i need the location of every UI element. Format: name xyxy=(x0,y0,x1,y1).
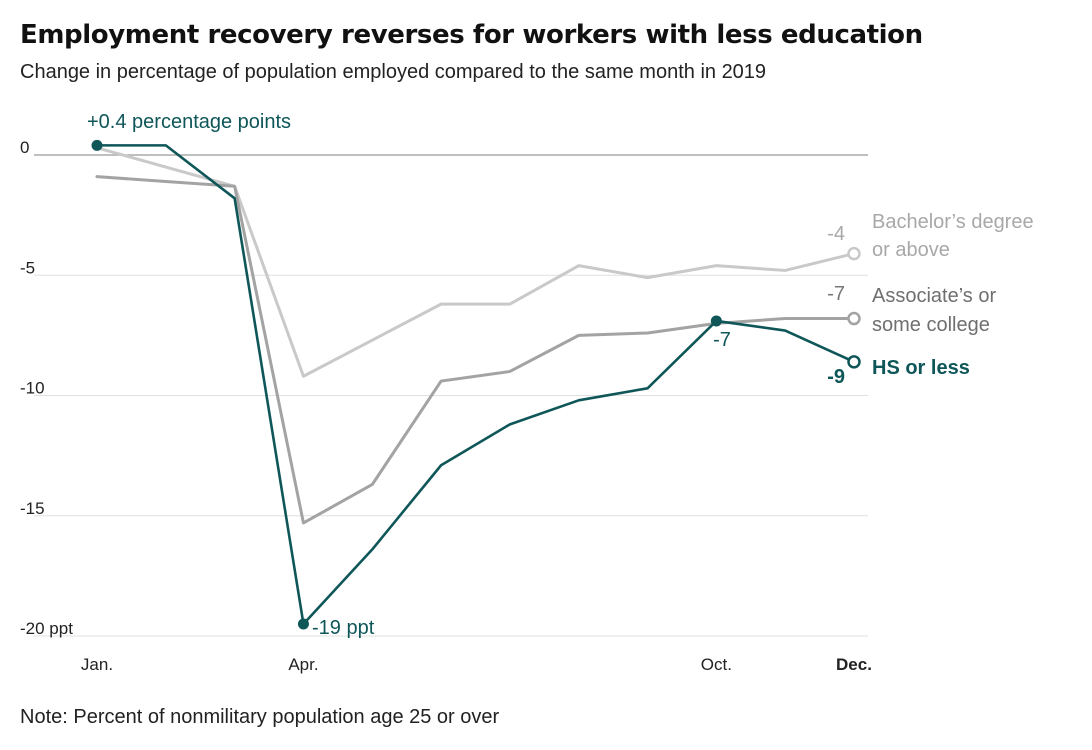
y-tick-label: -5 xyxy=(20,258,35,277)
x-tick-label: Oct. xyxy=(701,655,732,674)
end-value-label-assoc: -7 xyxy=(827,283,845,305)
annotated-point xyxy=(710,315,722,327)
annotated-point xyxy=(91,139,103,151)
annotation-label: -7 xyxy=(713,329,731,351)
end-value-label-hs: -9 xyxy=(827,366,845,388)
series-label-assoc: Associate’s or xyxy=(872,285,996,307)
y-tick-label: -20 ppt xyxy=(20,619,73,638)
chart-title: Employment recovery reverses for workers… xyxy=(20,20,923,50)
y-tick-label: -15 xyxy=(20,499,45,518)
x-tick-label: Dec. xyxy=(836,655,872,674)
chart-note: Note: Percent of nonmilitary population … xyxy=(20,706,500,728)
y-tick-label: 0 xyxy=(20,138,29,157)
end-marker-hs xyxy=(847,355,861,369)
y-tick-label: -10 xyxy=(20,379,45,398)
x-tick-label: Apr. xyxy=(288,655,318,674)
series-label-bach: or above xyxy=(872,239,950,261)
series-label-bach: Bachelor’s degree xyxy=(872,211,1034,233)
end-marker-bach xyxy=(847,246,861,261)
end-value-label-bach: -4 xyxy=(827,223,845,245)
series-label-hs: HS or less xyxy=(872,357,970,379)
series-line-hs xyxy=(95,144,856,626)
series-line-assoc xyxy=(95,175,856,525)
series-line-bach xyxy=(95,146,856,378)
chart-subtitle: Change in percentage of population emplo… xyxy=(20,61,767,83)
x-tick-label: Jan. xyxy=(81,655,113,674)
series-label-assoc: some college xyxy=(872,314,990,336)
annotated-point xyxy=(297,618,309,630)
end-marker-assoc xyxy=(847,311,861,326)
annotation-label: -19 ppt xyxy=(312,617,375,639)
annotation-label: +0.4 percentage points xyxy=(87,111,291,133)
